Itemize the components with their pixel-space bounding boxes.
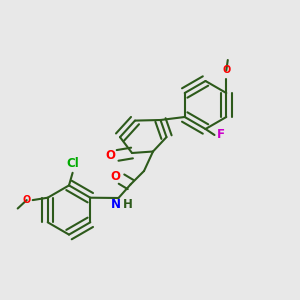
Text: O: O bbox=[22, 195, 31, 205]
Text: N: N bbox=[111, 197, 121, 211]
Text: O: O bbox=[105, 149, 115, 162]
Text: O: O bbox=[222, 65, 230, 76]
Text: Cl: Cl bbox=[66, 157, 79, 170]
Text: F: F bbox=[217, 128, 225, 142]
Text: H: H bbox=[123, 197, 132, 211]
Text: O: O bbox=[110, 170, 120, 183]
